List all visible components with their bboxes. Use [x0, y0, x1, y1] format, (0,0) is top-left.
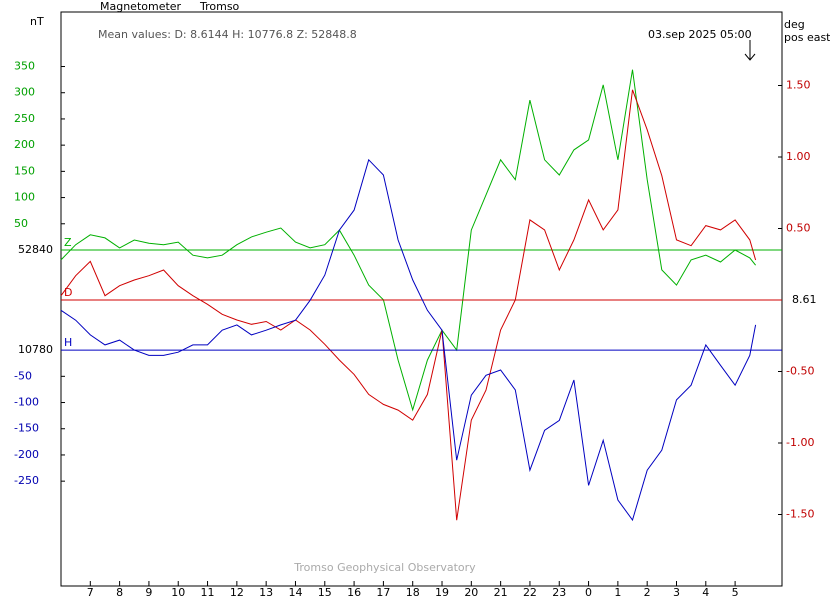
x-tick-label: 10 [171, 586, 185, 599]
y2-tick-label: 0.50 [786, 222, 811, 235]
y2-tick-label: -1.00 [786, 436, 814, 449]
series-line [60, 89, 757, 521]
y2-axis-sublabel: pos east [784, 31, 830, 44]
y-axis-label: nT [30, 15, 44, 28]
y-tick-label: 150 [14, 164, 35, 177]
series-name: D [64, 286, 72, 299]
x-tick-label: 17 [376, 586, 390, 599]
y2-axis-label: deg [784, 18, 805, 31]
y-tick-label: 100 [14, 191, 35, 204]
y2-tick-label: -0.50 [786, 365, 814, 378]
chart-subtitle: Tromso [199, 0, 240, 13]
y-tick-label: -50 [14, 369, 32, 382]
x-tick-label: 16 [347, 586, 361, 599]
mean-values: Mean values: D: 8.6144 H: 10776.8 Z: 528… [98, 28, 357, 41]
baseline-label: 10780 [18, 343, 53, 356]
x-tick-label: 23 [552, 586, 566, 599]
series-line [60, 158, 757, 522]
x-tick-label: 19 [435, 586, 449, 599]
x-tick-label: 9 [145, 586, 152, 599]
x-tick-label: 12 [230, 586, 244, 599]
x-tick-label: 2 [644, 586, 651, 599]
x-tick-label: 20 [464, 586, 478, 599]
x-tick-label: 18 [406, 586, 420, 599]
series-name: Z [64, 236, 72, 249]
y-tick-label: 50 [14, 217, 28, 230]
x-tick-label: 13 [259, 586, 273, 599]
x-tick-label: 11 [201, 586, 215, 599]
y-tick-label: -100 [14, 396, 39, 409]
y-tick-label: -250 [14, 474, 39, 487]
x-tick-label: 8 [116, 586, 123, 599]
x-tick-label: 4 [702, 586, 709, 599]
x-tick-label: 3 [673, 586, 680, 599]
series-name: H [64, 336, 72, 349]
x-tick-label: 1 [614, 586, 621, 599]
chart-title: Magnetometer [100, 0, 182, 13]
time-arrow [744, 40, 756, 61]
x-tick-label: 22 [523, 586, 537, 599]
x-tick-label: 7 [87, 586, 94, 599]
x-tick-label: 0 [585, 586, 592, 599]
y-tick-label: 350 [14, 60, 35, 73]
x-tick-label: 14 [288, 586, 302, 599]
y2-tick-label: 1.00 [786, 150, 811, 163]
baseline-label: 8.61 [792, 293, 817, 306]
footer: Tromso Geophysical Observatory [293, 561, 476, 574]
y-tick-label: 300 [14, 86, 35, 99]
y-tick-label: 200 [14, 138, 35, 151]
plot-frame [60, 11, 783, 587]
timestamp: 03.sep 2025 05:00 [648, 28, 752, 41]
y-tick-label: 250 [14, 112, 35, 125]
baseline-label: 52840 [18, 243, 53, 256]
y-tick-label: -150 [14, 422, 39, 435]
series-line [60, 69, 756, 412]
x-tick-label: 21 [494, 586, 508, 599]
y-tick-label: -200 [14, 448, 39, 461]
y2-tick-label: -1.50 [786, 508, 814, 521]
x-tick-label: 5 [732, 586, 739, 599]
y2-tick-label: 1.50 [786, 79, 811, 92]
x-tick-label: 15 [318, 586, 332, 599]
